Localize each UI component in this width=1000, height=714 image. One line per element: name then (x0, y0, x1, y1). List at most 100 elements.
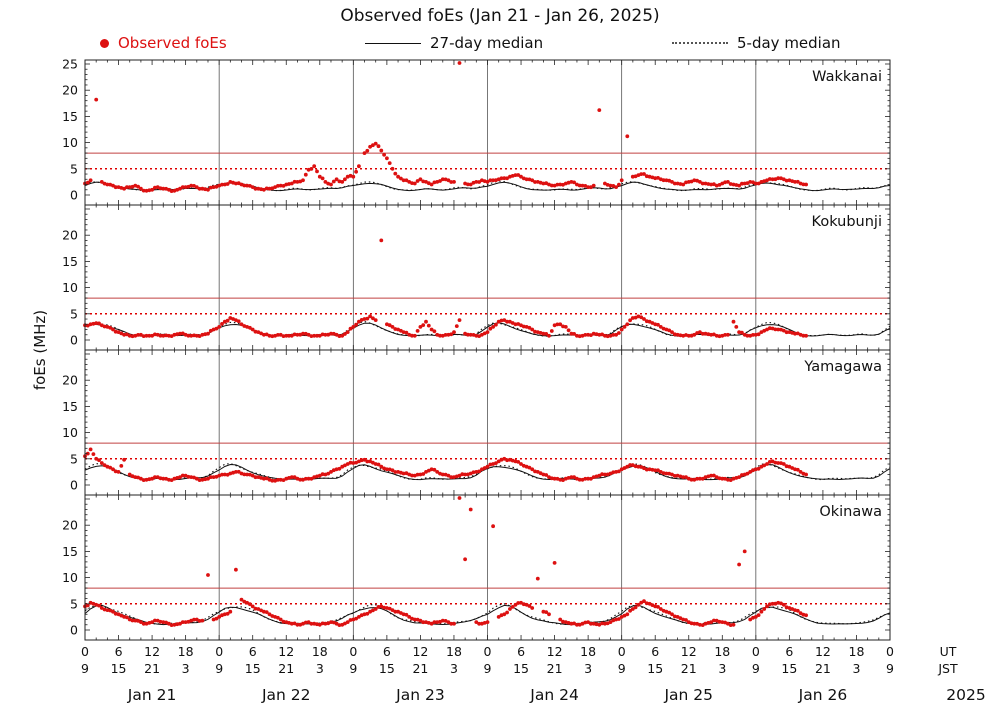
y-tick-label: 20 (62, 83, 78, 98)
y-tick-label: 15 (62, 399, 78, 414)
ut-tick-label: 12 (815, 644, 831, 659)
jst-tick-label: 21 (681, 661, 697, 676)
date-label: Jan 22 (261, 686, 311, 704)
jst-tick-label: 9 (618, 661, 626, 676)
y-tick-label: 25 (62, 57, 78, 72)
jst-tick-label: 3 (852, 661, 860, 676)
y-tick-label: 20 (62, 228, 78, 243)
ut-unit-label: UT (940, 644, 957, 659)
ut-tick-label: 0 (81, 644, 89, 659)
jst-tick-label: 9 (752, 661, 760, 676)
legend-median5: 5-day median (672, 34, 841, 52)
ut-tick-label: 18 (849, 644, 865, 659)
ut-tick-label: 6 (785, 644, 793, 659)
ut-tick-label: 18 (580, 644, 596, 659)
legend-median27-label: 27-day median (430, 34, 544, 52)
ut-tick-label: 12 (144, 644, 160, 659)
jst-tick-label: 15 (647, 661, 663, 676)
jst-tick-label: 21 (547, 661, 563, 676)
ut-tick-label: 0 (752, 644, 760, 659)
y-tick-label: 20 (62, 373, 78, 388)
jst-tick-label: 9 (886, 661, 894, 676)
jst-tick-label: 15 (111, 661, 127, 676)
ut-tick-label: 0 (484, 644, 492, 659)
legend-median27: 27-day median (365, 34, 543, 52)
y-tick-label: 5 (70, 161, 78, 176)
median5-line (84, 462, 891, 481)
ut-tick-label: 6 (249, 644, 257, 659)
ut-tick-label: 6 (383, 644, 391, 659)
y-tick-label: 10 (62, 570, 78, 585)
y-tick-label: 20 (62, 518, 78, 533)
legend-observed: Observed foEs (100, 34, 227, 52)
y-tick-label: 10 (62, 280, 78, 295)
ut-tick-label: 6 (115, 644, 123, 659)
panel-yamagawa: 0 5 10 15 20 Yamagawa (62, 349, 891, 496)
date-label: Jan 25 (663, 686, 713, 704)
jst-unit-label: JST (937, 661, 958, 676)
ut-tick-label: 0 (215, 644, 223, 659)
jst-tick-label: 3 (450, 661, 458, 676)
y-tick-label: 10 (62, 425, 78, 440)
station-label: Okinawa (819, 504, 882, 520)
ut-tick-label: 18 (714, 644, 730, 659)
jst-tick-label: 21 (412, 661, 428, 676)
observed-points (83, 61, 808, 194)
ut-tick-label: 18 (178, 644, 194, 659)
ut-tick-label: 12 (278, 644, 294, 659)
median5-line (84, 180, 891, 192)
y-tick-label: 10 (62, 135, 78, 150)
date-label: Jan 26 (798, 686, 848, 704)
x-axis-labels: 0 9 6 15 12 21 18 3 0 9 6 15 12 21 18 3 0 9 6 15 12 21 18 3 0 9 6 1… (81, 644, 986, 704)
y-tick-label: 15 (62, 109, 78, 124)
jst-tick-label: 3 (584, 661, 592, 676)
jst-tick-label: 21 (815, 661, 831, 676)
y-tick-label: 15 (62, 544, 78, 559)
jst-tick-label: 3 (316, 661, 324, 676)
ut-tick-label: 12 (547, 644, 563, 659)
jst-tick-label: 15 (245, 661, 261, 676)
chart-title: Observed foEs (Jan 21 - Jan 26, 2025) (340, 6, 660, 26)
jst-tick-label: 15 (781, 661, 797, 676)
jst-tick-label: 9 (484, 661, 492, 676)
year-label: 2025 (946, 686, 985, 704)
ut-tick-label: 18 (312, 644, 328, 659)
observed-points (83, 238, 808, 339)
station-label: Kokubunji (812, 214, 882, 230)
jst-tick-label: 15 (513, 661, 529, 676)
median27-line (84, 604, 891, 626)
jst-tick-label: 9 (81, 661, 89, 676)
date-label: Jan 23 (395, 686, 445, 704)
panel-wakkanai: 0 5 10 15 20 25 Wakkanai (62, 57, 891, 206)
y-tick-label: 5 (70, 306, 78, 321)
y-tick-label: 0 (70, 478, 78, 493)
jst-tick-label: 15 (379, 661, 395, 676)
ut-tick-label: 12 (412, 644, 428, 659)
y-tick-label: 0 (70, 333, 78, 348)
jst-tick-label: 9 (349, 661, 357, 676)
y-tick-label: 0 (70, 188, 78, 203)
panel-okinawa: 0 5 10 15 20 Okinawa (62, 494, 891, 641)
station-label: Yamagawa (803, 359, 882, 375)
ut-tick-label: 0 (618, 644, 626, 659)
date-label: Jan 21 (127, 686, 177, 704)
y-tick-label: 15 (62, 254, 78, 269)
jst-tick-label: 21 (144, 661, 160, 676)
ut-tick-label: 0 (349, 644, 357, 659)
median5-line-marker (672, 42, 728, 44)
jst-tick-label: 21 (278, 661, 294, 676)
observed-points (83, 447, 808, 483)
legend-observed-label: Observed foEs (118, 34, 227, 52)
legend-median5-label: 5-day median (737, 34, 841, 52)
panel-kokubunji: 0 5 10 15 20 Kokubunji (62, 204, 891, 351)
ut-tick-label: 6 (517, 644, 525, 659)
ut-tick-label: 18 (446, 644, 462, 659)
jst-tick-label: 3 (718, 661, 726, 676)
observed-points (83, 496, 808, 627)
y-tick-label: 0 (70, 623, 78, 638)
station-label: Wakkanai (812, 69, 882, 85)
y-tick-label: 5 (70, 451, 78, 466)
ut-tick-label: 0 (886, 644, 894, 659)
jst-tick-label: 9 (215, 661, 223, 676)
